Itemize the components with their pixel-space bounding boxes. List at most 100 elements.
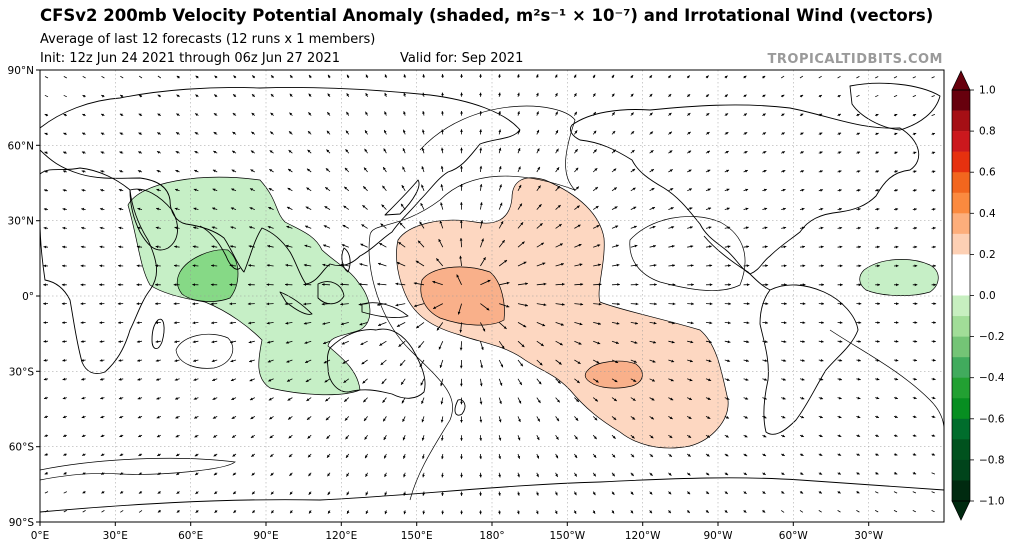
wind-vector-head — [481, 238, 484, 242]
wind-vector-head — [136, 302, 140, 306]
wind-vector-head — [932, 396, 936, 400]
wind-vector-head — [743, 491, 747, 494]
wind-vector-head — [763, 170, 767, 173]
wind-vector-head — [326, 130, 330, 134]
wind-vector-head — [724, 94, 728, 98]
wind-vector-head — [579, 263, 583, 267]
wind-vector-head — [687, 94, 691, 97]
wind-vector-head — [304, 341, 308, 344]
wind-vector-head — [894, 434, 898, 437]
wind-vector-head — [459, 329, 463, 333]
wind-vector-head — [838, 434, 842, 437]
wind-vector-head — [894, 132, 898, 136]
wind-vector-head — [708, 359, 712, 363]
wind-vector — [912, 76, 916, 79]
positive-anomaly-region-1 — [396, 177, 729, 449]
wind-vector-head — [653, 264, 657, 267]
wind-vector-head — [325, 168, 329, 172]
wind-vector-head — [498, 147, 502, 151]
wind-vector-head — [593, 436, 597, 440]
wind-vector-head — [82, 472, 86, 475]
wind-vector-head — [325, 417, 329, 421]
wind-vector-head — [80, 340, 84, 343]
wind-vector-head — [155, 321, 158, 325]
wind-vector-head — [62, 207, 66, 211]
wind-vector-head — [305, 360, 309, 363]
wind-vector-head — [81, 415, 85, 419]
wind-vector-head — [762, 509, 766, 513]
wind-vector-head — [100, 415, 104, 419]
wind-vector-head — [744, 151, 748, 154]
lat-tick-label: 60°N — [8, 140, 34, 152]
wind-vector-head — [617, 302, 620, 306]
wind-vector-head — [802, 245, 805, 249]
wind-vector-head — [418, 240, 421, 244]
wind-vector-head — [518, 184, 522, 188]
wind-vector-head — [231, 397, 235, 400]
wind-vector-head — [630, 112, 634, 116]
wind-vector-head — [895, 245, 899, 249]
wind-vector-head — [479, 511, 482, 515]
wind-vector-head — [932, 434, 936, 437]
wind-vector-head — [137, 415, 141, 419]
wind-vector-head — [137, 359, 140, 362]
wind-vector-head — [744, 113, 747, 117]
wind-vector-head — [542, 262, 546, 266]
wind-vector-head — [783, 245, 787, 249]
wind-vector-head — [689, 397, 692, 400]
wind-vector-head — [932, 208, 936, 211]
wind-vector-head — [598, 283, 602, 286]
wind-vector-head — [726, 416, 729, 419]
wind-vector-head — [286, 360, 290, 363]
lon-tick-label: 30°W — [854, 530, 884, 542]
wind-vector-head — [687, 113, 691, 116]
wind-vector-head — [616, 322, 620, 325]
wind-vector-head — [231, 188, 235, 191]
wind-vector-head — [43, 377, 47, 381]
wind-vector-head — [857, 151, 861, 155]
wind-vector-head — [914, 264, 918, 268]
wind-vector-head — [517, 437, 521, 441]
lon-tick-label: 60°W — [779, 530, 809, 542]
wind-vector-head — [598, 322, 601, 325]
wind-vector-head — [287, 188, 291, 191]
wind-vector-head — [651, 169, 654, 172]
wind-vector-head — [525, 282, 528, 286]
coast-new-guinea — [361, 302, 409, 319]
wind-vector-head — [820, 207, 824, 211]
wind-vector-head — [649, 75, 652, 79]
wind-vector-head — [403, 511, 407, 515]
lat-axis: 90°N 60°N 30°N 0° 30°S 60°S 90°S — [8, 65, 40, 529]
wind-vector-head — [801, 415, 804, 419]
wind-vector-head — [174, 245, 177, 249]
wind-vector-head — [137, 170, 141, 173]
wind-vector-head — [119, 113, 123, 117]
wind-vector-head — [724, 510, 728, 513]
wind-vector-head — [819, 472, 823, 475]
wind-vector — [818, 510, 822, 513]
wind-vector-head — [210, 283, 214, 287]
wind-vector-head — [726, 378, 730, 381]
lon-tick-label: 120°W — [625, 530, 661, 542]
wind-vectors — [43, 74, 937, 515]
wind-vector-head — [612, 112, 615, 116]
wind-vector-head — [361, 361, 365, 365]
wind-vector-head — [173, 321, 177, 325]
colorbar-cell — [952, 398, 970, 420]
wind-vector-head — [327, 492, 331, 495]
wind-vector-head — [634, 244, 638, 248]
colorbar-tick-label: −0.6 — [979, 413, 1005, 425]
wind-vector-head — [82, 453, 85, 456]
wind-vector-head — [136, 340, 140, 343]
wind-vector-head — [668, 510, 671, 514]
wind-vector-head — [707, 188, 711, 192]
wind-vector-head — [365, 473, 368, 477]
wind-vector-head — [651, 397, 655, 401]
wind-vector-head — [379, 343, 383, 346]
wind-vector-head — [635, 283, 639, 286]
wind-vector-head — [118, 264, 121, 268]
wind-vector-head — [839, 359, 843, 362]
wind-vector-head — [668, 491, 672, 495]
wind-vector-head — [195, 472, 198, 475]
coast-philippines — [341, 247, 351, 273]
